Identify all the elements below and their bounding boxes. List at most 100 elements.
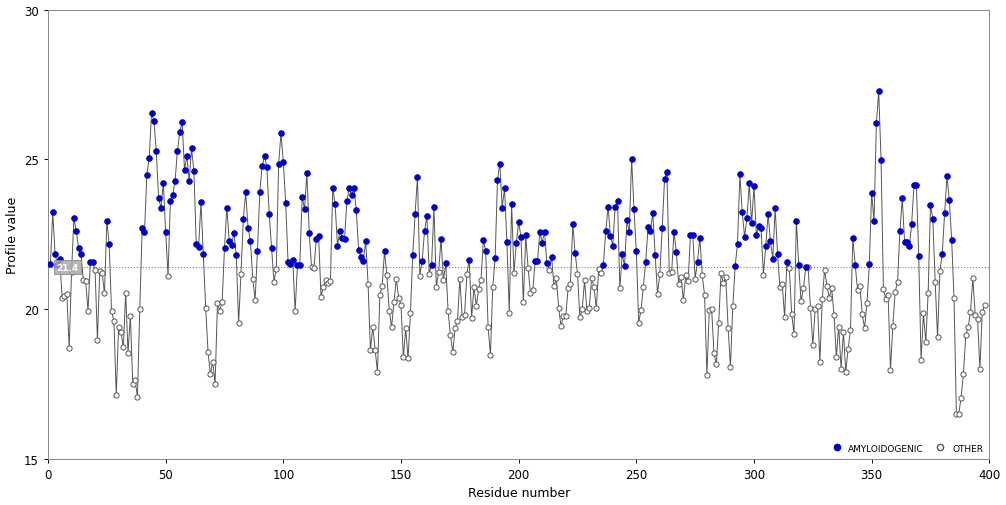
- Point: [965, 275, 981, 283]
- Point: [583, 274, 600, 282]
- Point: [782, 265, 798, 273]
- Point: [304, 264, 320, 272]
- Point: [666, 229, 682, 237]
- Point: [237, 189, 254, 197]
- Point: [525, 286, 541, 294]
- Point: [269, 266, 285, 274]
- Point: [400, 355, 416, 363]
- Point: [92, 267, 108, 275]
- Point: [708, 361, 724, 369]
- Point: [650, 290, 666, 298]
- Point: [645, 210, 661, 218]
- Point: [283, 261, 299, 269]
- Point: [543, 254, 559, 262]
- Point: [845, 234, 861, 242]
- Point: [221, 238, 237, 246]
- Point: [942, 196, 958, 205]
- Point: [54, 294, 70, 302]
- Point: [817, 266, 833, 274]
- Point: [901, 243, 917, 251]
- Point: [576, 277, 593, 285]
- Point: [908, 182, 925, 190]
- Point: [607, 204, 623, 212]
- Point: [532, 229, 548, 237]
- Point: [731, 171, 747, 179]
- Point: [894, 195, 910, 203]
- Point: [440, 308, 456, 316]
- Point: [603, 232, 619, 240]
- Point: [478, 247, 494, 256]
- Point: [63, 268, 79, 276]
- Point: [903, 221, 919, 229]
- Point: [610, 197, 626, 206]
- Point: [343, 191, 359, 199]
- Point: [920, 290, 937, 298]
- Point: [255, 163, 271, 171]
- Point: [183, 145, 199, 153]
- Point: [877, 295, 893, 304]
- Point: [351, 246, 367, 255]
- Point: [748, 231, 765, 239]
- Point: [598, 228, 614, 236]
- Point: [791, 262, 807, 270]
- Point: [835, 328, 851, 336]
- Point: [61, 344, 77, 352]
- Point: [393, 301, 409, 310]
- Point: [522, 289, 538, 297]
- Point: [111, 323, 127, 331]
- Point: [292, 261, 308, 269]
- Point: [560, 285, 576, 293]
- Point: [169, 147, 185, 156]
- Point: [290, 262, 306, 270]
- Point: [591, 265, 607, 273]
- Point: [409, 174, 426, 182]
- Point: [779, 259, 795, 267]
- Point: [445, 348, 461, 357]
- Point: [141, 155, 157, 163]
- Point: [772, 283, 788, 291]
- Point: [889, 279, 905, 287]
- Point: [696, 291, 712, 299]
- Point: [127, 377, 143, 385]
- Point: [935, 250, 951, 258]
- Point: [242, 237, 259, 245]
- Point: [761, 211, 777, 219]
- Point: [68, 227, 85, 235]
- Point: [230, 319, 246, 327]
- Point: [56, 293, 72, 301]
- Point: [301, 229, 317, 237]
- Point: [153, 204, 169, 212]
- Point: [833, 365, 849, 373]
- Point: [678, 272, 694, 280]
- Point: [585, 284, 602, 292]
- Point: [956, 370, 972, 378]
- Point: [899, 238, 915, 246]
- Point: [699, 371, 715, 379]
- Point: [923, 201, 939, 209]
- Point: [659, 169, 675, 177]
- Point: [673, 273, 689, 281]
- Point: [390, 294, 406, 302]
- Point: [137, 229, 153, 237]
- Point: [763, 238, 779, 246]
- Point: [974, 308, 990, 316]
- Point: [647, 251, 663, 259]
- Point: [513, 234, 529, 242]
- Point: [722, 363, 738, 371]
- Point: [174, 119, 190, 127]
- Point: [327, 201, 343, 209]
- Point: [671, 281, 687, 289]
- Point: [418, 213, 435, 221]
- Point: [454, 314, 470, 322]
- Point: [426, 204, 442, 212]
- Point: [99, 217, 115, 225]
- Point: [882, 366, 898, 374]
- Point: [499, 239, 515, 247]
- Point: [967, 311, 983, 319]
- Point: [562, 280, 578, 288]
- Point: [155, 180, 171, 188]
- Point: [383, 323, 399, 331]
- Point: [970, 315, 986, 323]
- Point: [734, 209, 750, 217]
- Point: [188, 241, 204, 249]
